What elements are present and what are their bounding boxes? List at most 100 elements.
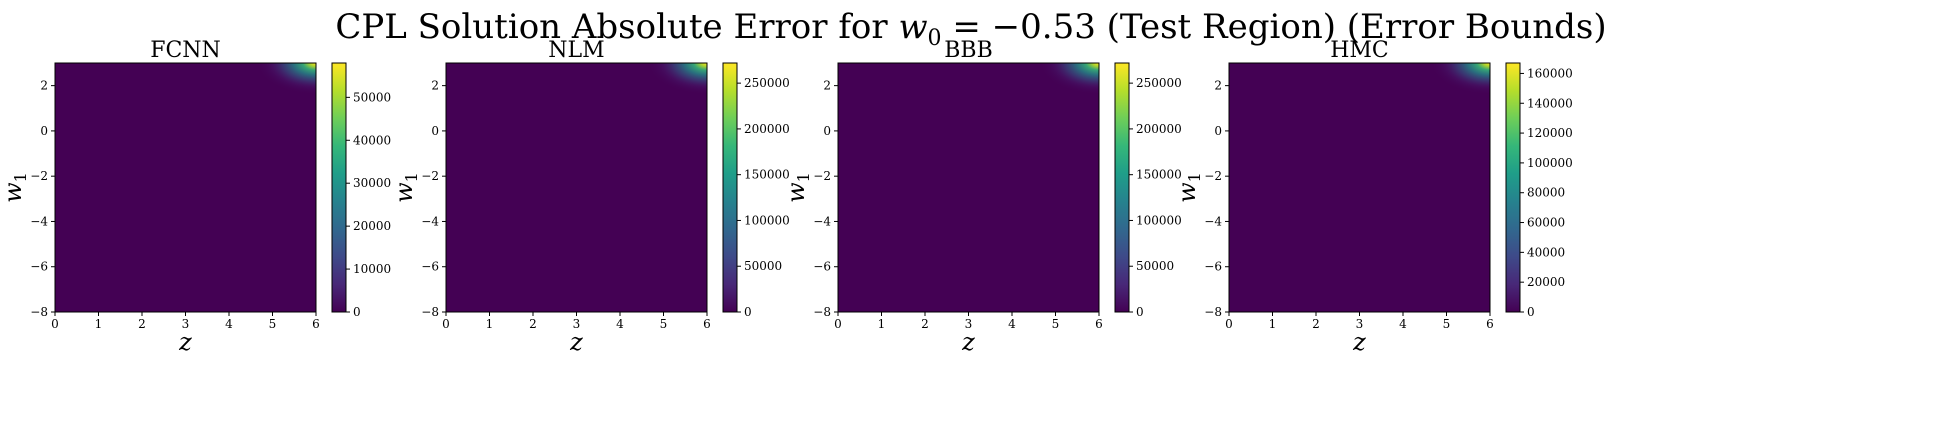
y-tick-label: −2 bbox=[1204, 169, 1222, 183]
x-tick-label: 1 bbox=[1269, 317, 1277, 331]
y-tick-label: 2 bbox=[1214, 79, 1222, 93]
x-tick-label: 1 bbox=[878, 317, 886, 331]
y-axis-label-var: w bbox=[0, 182, 27, 203]
x-tick-label: 1 bbox=[486, 317, 494, 331]
colorbar-tick-label: 10000 bbox=[353, 262, 391, 276]
x-tick-label: 4 bbox=[616, 317, 624, 331]
colorbar-tick-label: 200000 bbox=[1136, 122, 1182, 136]
colorbar-tick-label: 50000 bbox=[744, 259, 782, 273]
heatmap-hotspot bbox=[1039, 63, 1099, 95]
x-tick-label: 2 bbox=[1312, 317, 1320, 331]
x-tick-label: 5 bbox=[1052, 317, 1060, 331]
y-tick-label: 2 bbox=[431, 79, 439, 93]
heatmap-hotspot bbox=[1430, 63, 1490, 95]
y-tick-label: −2 bbox=[30, 169, 48, 183]
x-axis-label: z bbox=[178, 328, 192, 356]
colorbar-tick-label: 60000 bbox=[1527, 216, 1565, 230]
y-tick-label: −4 bbox=[30, 214, 48, 228]
x-tick-label: 5 bbox=[1443, 317, 1451, 331]
y-axis-label-var: w bbox=[1173, 182, 1201, 203]
y-tick-label: 2 bbox=[40, 79, 48, 93]
x-tick-label: 2 bbox=[529, 317, 537, 331]
heatmap-field bbox=[55, 63, 316, 312]
heatmap-hotspot bbox=[647, 63, 707, 95]
colorbar-tick-label: 150000 bbox=[1136, 168, 1182, 182]
y-tick-label: −4 bbox=[1204, 214, 1222, 228]
x-tick-label: 0 bbox=[1225, 317, 1233, 331]
figure-title-prefix: CPL Solution Absolute Error for bbox=[335, 7, 898, 47]
x-tick-label: 4 bbox=[1399, 317, 1407, 331]
x-tick-label: 2 bbox=[921, 317, 929, 331]
figure-title-suffix: = −0.53 (Test Region) (Error Bounds) bbox=[942, 7, 1607, 47]
colorbar-tick-label: 20000 bbox=[1527, 275, 1565, 289]
colorbar-tick-label: 0 bbox=[744, 305, 752, 319]
colorbar-tick-label: 100000 bbox=[744, 213, 790, 227]
colorbar-tick-label: 80000 bbox=[1527, 186, 1565, 200]
heatmap-field bbox=[838, 63, 1099, 312]
x-tick-label: 0 bbox=[51, 317, 59, 331]
y-tick-label: −6 bbox=[30, 260, 48, 274]
panel-title: NLM bbox=[548, 38, 604, 63]
y-axis-label: w1 bbox=[0, 172, 30, 203]
colorbar-tick-label: 100000 bbox=[1136, 213, 1182, 227]
x-axis-label: z bbox=[1352, 328, 1366, 356]
y-tick-label: 0 bbox=[40, 124, 48, 138]
colorbar-tick-label: 40000 bbox=[353, 133, 391, 147]
y-tick-label: −2 bbox=[813, 169, 831, 183]
colorbar-tick-label: 160000 bbox=[1527, 66, 1573, 80]
x-tick-label: 6 bbox=[1095, 317, 1103, 331]
y-tick-label: −8 bbox=[421, 305, 439, 319]
y-tick-label: −8 bbox=[1204, 305, 1222, 319]
x-tick-label: 3 bbox=[1356, 317, 1364, 331]
y-axis-label: w1 bbox=[782, 172, 813, 203]
colorbar-tick-label: 140000 bbox=[1527, 96, 1573, 110]
y-axis-label: w1 bbox=[1173, 172, 1204, 203]
colorbar-tick-label: 200000 bbox=[744, 122, 790, 136]
x-tick-label: 3 bbox=[573, 317, 581, 331]
y-tick-label: −6 bbox=[1204, 260, 1222, 274]
x-tick-label: 3 bbox=[965, 317, 973, 331]
panel-title: BBB bbox=[944, 38, 993, 63]
figure-title-var: w bbox=[898, 7, 927, 47]
y-tick-label: −2 bbox=[421, 169, 439, 183]
colorbar-tick-label: 250000 bbox=[1136, 76, 1182, 90]
colorbar-tick-label: 40000 bbox=[1527, 245, 1565, 259]
colorbar-tick-label: 0 bbox=[353, 305, 361, 319]
colorbar bbox=[722, 62, 738, 313]
panel-title: FCNN bbox=[150, 38, 221, 63]
y-axis-label-sub: 1 bbox=[1185, 172, 1204, 182]
y-tick-label: 0 bbox=[1214, 124, 1222, 138]
y-tick-label: 0 bbox=[823, 124, 831, 138]
y-tick-label: 2 bbox=[823, 79, 831, 93]
y-axis-label-var: w bbox=[782, 182, 810, 203]
y-tick-label: −6 bbox=[421, 260, 439, 274]
x-axis-label: z bbox=[569, 328, 583, 356]
x-tick-label: 3 bbox=[182, 317, 190, 331]
x-tick-label: 6 bbox=[1486, 317, 1494, 331]
y-axis-label: w1 bbox=[390, 172, 421, 203]
colorbar-tick-label: 50000 bbox=[353, 90, 391, 104]
x-tick-label: 0 bbox=[834, 317, 842, 331]
x-tick-label: 4 bbox=[1008, 317, 1016, 331]
colorbar-tick-label: 100000 bbox=[1527, 156, 1573, 170]
y-tick-label: −8 bbox=[813, 305, 831, 319]
x-tick-label: 4 bbox=[225, 317, 233, 331]
y-tick-label: −8 bbox=[30, 305, 48, 319]
colorbar bbox=[331, 62, 347, 313]
x-tick-label: 6 bbox=[703, 317, 711, 331]
x-tick-label: 5 bbox=[660, 317, 668, 331]
x-tick-label: 2 bbox=[138, 317, 146, 331]
y-axis-label-sub: 1 bbox=[402, 172, 421, 182]
figure-title-var-sub: 0 bbox=[928, 26, 942, 51]
y-axis-label-sub: 1 bbox=[794, 172, 813, 182]
x-tick-label: 0 bbox=[442, 317, 450, 331]
x-axis-label: z bbox=[961, 328, 975, 356]
colorbar-tick-label: 20000 bbox=[353, 219, 391, 233]
colorbar-tick-label: 250000 bbox=[744, 76, 790, 90]
y-tick-label: −6 bbox=[813, 260, 831, 274]
colorbar bbox=[1505, 62, 1521, 313]
